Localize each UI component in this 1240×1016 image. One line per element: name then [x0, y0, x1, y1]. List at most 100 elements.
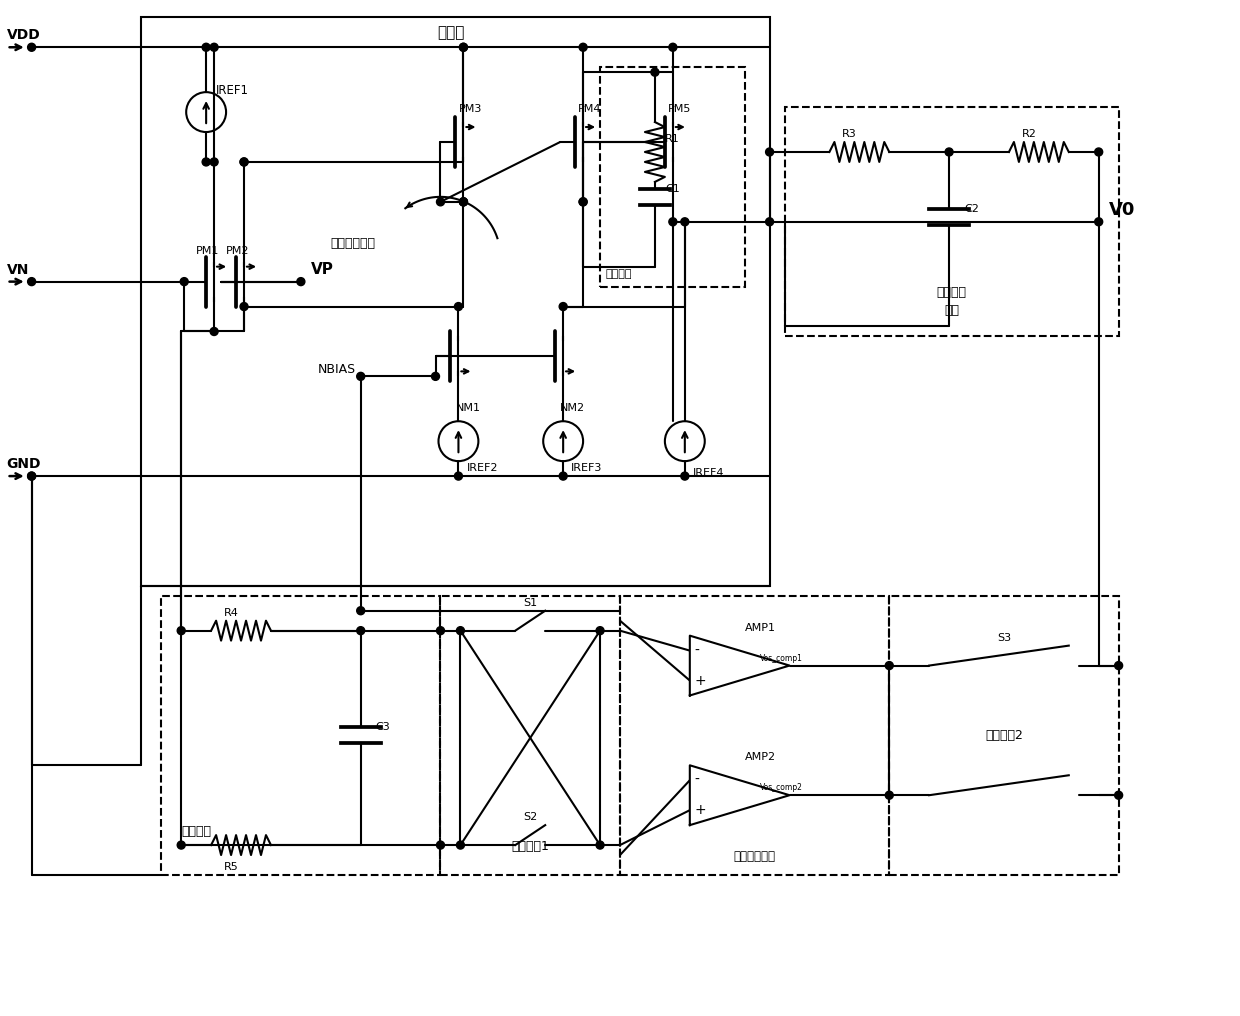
Text: 斩波开公1: 斩波开公1 [511, 840, 549, 853]
Circle shape [210, 327, 218, 335]
Circle shape [241, 303, 248, 311]
Text: AMP2: AMP2 [745, 752, 776, 762]
Circle shape [559, 472, 567, 481]
Bar [889, 595, 1118, 875]
Circle shape [579, 198, 587, 206]
Text: VDD: VDD [6, 28, 41, 43]
Text: C3: C3 [376, 722, 391, 733]
Text: 补偶电路: 补偶电路 [605, 268, 631, 278]
Text: -: - [694, 773, 699, 787]
Polygon shape [689, 636, 790, 696]
Text: 斩波低通
滤波: 斩波低通 滤波 [936, 287, 967, 317]
Text: PM4: PM4 [578, 104, 601, 114]
Bar [620, 595, 889, 875]
Circle shape [432, 373, 439, 380]
Circle shape [27, 44, 36, 51]
Text: IREF3: IREF3 [572, 463, 603, 473]
Text: 直流失配运放: 直流失配运放 [734, 850, 776, 863]
Text: PM2: PM2 [226, 246, 249, 256]
Text: 直流失配调节: 直流失配调节 [331, 237, 376, 250]
Bar [785, 107, 1118, 336]
Circle shape [945, 148, 954, 156]
Circle shape [456, 627, 465, 635]
Text: VP: VP [311, 262, 334, 276]
Text: V0: V0 [1109, 201, 1135, 218]
Text: AMP1: AMP1 [745, 623, 776, 633]
Circle shape [579, 44, 587, 51]
Text: NBIAS: NBIAS [317, 364, 356, 376]
Text: +: + [694, 674, 707, 688]
Circle shape [596, 841, 604, 849]
Circle shape [460, 198, 467, 206]
Circle shape [454, 303, 463, 311]
Text: IREF1: IREF1 [216, 84, 249, 98]
Circle shape [596, 627, 604, 635]
Text: R1: R1 [665, 134, 680, 144]
Circle shape [357, 627, 365, 635]
Text: 低通滤波: 低通滤波 [181, 825, 211, 838]
Circle shape [454, 472, 463, 481]
Bar [141, 17, 770, 586]
Circle shape [210, 44, 218, 51]
Text: C2: C2 [963, 204, 978, 213]
Text: GND: GND [6, 457, 41, 471]
Circle shape [357, 373, 365, 380]
Circle shape [681, 472, 688, 481]
Text: IREF4: IREF4 [693, 468, 724, 479]
Circle shape [241, 157, 248, 166]
Text: PM3: PM3 [459, 104, 482, 114]
Circle shape [177, 627, 185, 635]
Circle shape [180, 277, 188, 285]
Text: Vos_comp1: Vos_comp1 [760, 653, 802, 662]
Circle shape [436, 627, 444, 635]
Circle shape [460, 198, 467, 206]
Circle shape [1115, 661, 1122, 670]
Circle shape [27, 472, 36, 481]
Circle shape [1095, 148, 1102, 156]
Bar [161, 595, 440, 875]
Circle shape [177, 841, 185, 849]
Text: 斩波开公2: 斩波开公2 [985, 728, 1023, 742]
Text: R4: R4 [223, 608, 238, 618]
Bar [440, 595, 620, 875]
Text: R5: R5 [223, 862, 238, 872]
Text: PM1: PM1 [196, 246, 219, 256]
Circle shape [885, 791, 893, 800]
Circle shape [436, 198, 444, 206]
Circle shape [681, 217, 688, 226]
Circle shape [765, 217, 774, 226]
Circle shape [651, 68, 658, 76]
Circle shape [1115, 791, 1122, 800]
Text: S3: S3 [997, 633, 1011, 643]
Circle shape [668, 44, 677, 51]
Circle shape [460, 44, 467, 51]
Text: +: + [694, 804, 707, 817]
Circle shape [460, 44, 467, 51]
Text: C1: C1 [665, 184, 680, 194]
Text: VN: VN [6, 262, 29, 276]
Text: NM1: NM1 [455, 403, 480, 414]
Circle shape [210, 157, 218, 166]
Circle shape [27, 472, 36, 481]
Circle shape [27, 277, 36, 285]
Text: Vos_comp2: Vos_comp2 [760, 783, 802, 792]
Circle shape [559, 303, 567, 311]
Text: S1: S1 [523, 597, 537, 608]
Polygon shape [689, 765, 790, 825]
Text: 主运放: 主运放 [436, 25, 464, 41]
Circle shape [436, 841, 444, 849]
Text: -: - [694, 643, 699, 657]
Text: NM2: NM2 [560, 403, 585, 414]
Circle shape [885, 661, 893, 670]
Circle shape [460, 198, 467, 206]
Circle shape [296, 277, 305, 285]
Text: PM5: PM5 [668, 104, 691, 114]
Text: IREF2: IREF2 [466, 463, 498, 473]
Text: R2: R2 [1022, 129, 1037, 139]
Circle shape [668, 217, 677, 226]
Circle shape [765, 148, 774, 156]
Text: R3: R3 [842, 129, 857, 139]
Circle shape [202, 44, 210, 51]
Circle shape [202, 157, 210, 166]
Text: S2: S2 [523, 812, 537, 822]
